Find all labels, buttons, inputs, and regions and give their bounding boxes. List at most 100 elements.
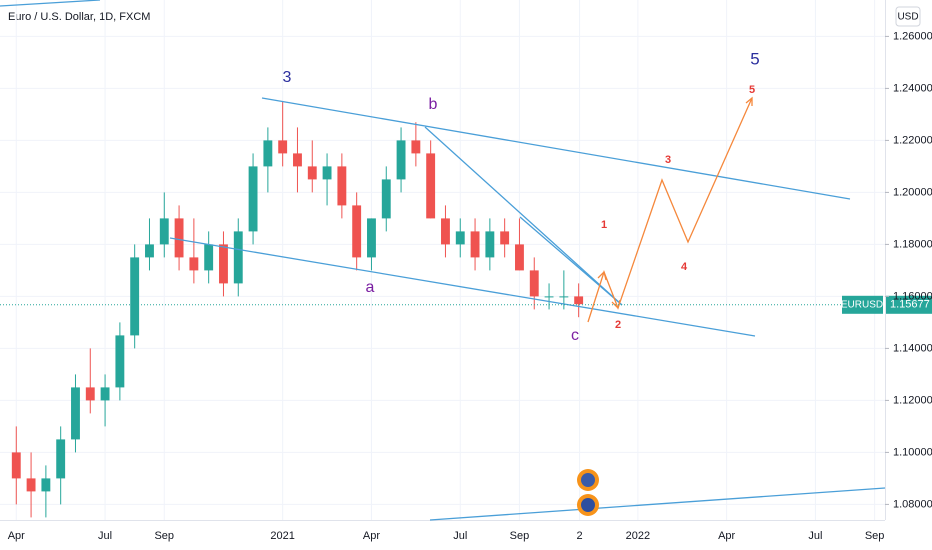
candle-body [145,244,154,258]
wave-label: 5 [749,84,755,96]
candle-body [441,218,450,245]
projection-path [587,97,753,323]
candle [248,153,258,245]
candle-body [56,439,66,479]
candle-body [100,387,110,401]
candle [219,231,228,297]
candle [426,140,436,219]
candle [130,244,140,349]
candle-body [263,140,273,167]
candle [337,153,347,219]
candle-body [322,166,332,180]
candle-body [352,205,362,258]
y-tick-label: 1.24000 [893,82,932,94]
candle [71,374,80,453]
candle-body [411,140,421,154]
candle-body [248,166,258,232]
wave-label: b [429,96,438,113]
x-tick-label: Sep [865,530,885,542]
candle [367,218,376,271]
candle-body [500,231,510,245]
current-price-group: EURUSD 1.15677 [0,295,932,314]
x-tick-label: 2022 [626,530,650,542]
wave-label: 4 [681,261,688,273]
candle [189,218,199,284]
candle [233,218,243,297]
y-tick-label: 1.26000 [893,30,932,42]
candle-body [85,387,95,401]
candle [11,426,21,505]
y-tick-label: 1.22000 [893,134,932,146]
y-tick-label: 1.10000 [893,446,932,458]
candle [85,348,95,414]
candle [559,270,569,310]
candle-body [41,478,51,492]
y-tick-label: 1.20000 [893,186,932,198]
event-icon-flag [581,473,595,487]
candle [515,218,524,271]
candle [174,205,184,271]
trend-line [0,0,101,7]
wave-label: 3 [283,69,292,86]
candle [204,231,214,284]
y-tick-label: 1.18000 [893,238,932,250]
candle-body [485,231,495,258]
candle [293,127,302,193]
candle [115,322,125,401]
wave-label: a [366,279,375,296]
channel-upper [261,97,851,200]
x-tick-label: Jul [808,530,822,542]
y-tick-label: 1.12000 [893,394,932,406]
candle [263,127,273,193]
currency-label: USD [897,12,918,23]
candle [529,257,539,310]
candle [381,166,391,232]
event-icon-flag [581,498,595,512]
y-tick-label: 1.16000 [893,290,932,302]
candle-body [219,244,228,284]
x-tick-label: Apr [8,530,25,542]
candle [100,374,110,427]
candle-body [71,387,80,440]
candle-body [426,153,436,219]
x-tick-label: Sep [154,530,174,542]
chart-title: Euro / U.S. Dollar, 1D, FXCM [8,11,150,23]
symbol-badge [842,295,883,314]
x-tick-label: Jul [453,530,467,542]
candle [159,192,169,258]
wedge-line [519,216,623,306]
candle [278,101,288,167]
candle [470,218,480,271]
candle-body [470,231,480,258]
candle [307,140,317,193]
candle-body [574,296,584,305]
drawings [0,0,886,521]
candle-body [381,179,391,219]
currency-button[interactable] [895,6,921,27]
candle-body [396,140,406,180]
candle [485,218,495,271]
x-tick-label: Jul [98,530,112,542]
candle-body [159,218,169,245]
candle [441,205,450,258]
candle-body [307,166,317,180]
candle [574,283,584,318]
candle [145,218,154,271]
candle-body [204,244,214,271]
candle [352,192,362,271]
candle-body [174,218,184,258]
arrow-head [597,270,607,281]
wave-label: 5 [750,49,759,68]
candle-body [11,452,21,479]
x-tick-label: Sep [510,530,530,542]
candle [322,153,332,206]
x-tick-label: Apr [718,530,735,542]
candle-body [337,166,347,206]
x-tick-label: 2021 [270,530,294,542]
candle-body [26,478,36,492]
candle-body [367,218,376,258]
candle [56,426,66,505]
wave-label: 2 [615,319,621,331]
candle-body [115,335,125,388]
